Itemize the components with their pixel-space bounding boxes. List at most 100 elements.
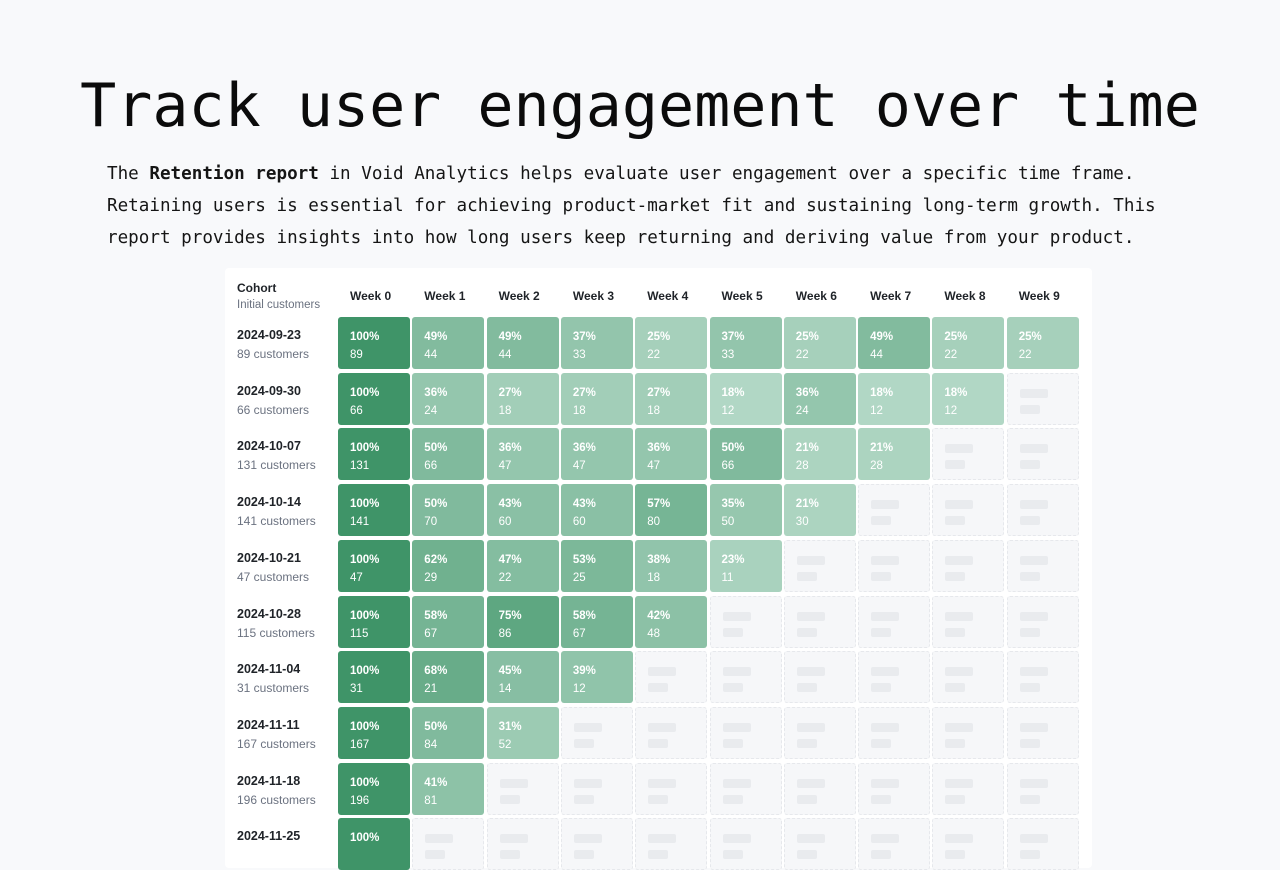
retention-cell: 38% 18: [635, 539, 708, 592]
retention-percent: 100%: [350, 720, 380, 733]
placeholder-bar: [1019, 834, 1048, 844]
cohort-date: 2024-09-30: [237, 383, 301, 398]
placeholder-bar: [945, 627, 966, 637]
empty-retention-cell: [635, 762, 708, 815]
cohort-row-label: 2024-11-04 31 customers: [237, 661, 309, 697]
retention-percent: 25%: [795, 331, 819, 343]
cohort-customers: 89 customers: [237, 347, 310, 361]
empty-retention-cell: [709, 818, 782, 870]
placeholder-bar: [1019, 794, 1040, 804]
placeholder-bar: [722, 738, 743, 748]
placeholder-bar: [425, 850, 446, 860]
placeholder-bar: [871, 834, 900, 844]
retention-percent: 37%: [572, 331, 596, 343]
retention-count: 18: [647, 571, 660, 584]
cohort-date: 2024-11-18: [237, 773, 301, 788]
retention-count: 67: [424, 627, 438, 640]
retention-cell: 27% 18: [560, 372, 633, 425]
retention-cell: 25% 22: [783, 317, 856, 369]
retention-cell: 50% 66: [412, 428, 485, 481]
retention-percent: 21%: [795, 442, 819, 455]
cohort-date: 2024-11-04: [237, 662, 301, 677]
page-title: Track user engagement over time: [80, 71, 1200, 141]
retention-cell: 42% 48: [635, 595, 708, 648]
retention-percent: 58%: [572, 609, 596, 622]
empty-retention-cell: [1006, 706, 1079, 759]
placeholder-bar: [871, 667, 900, 677]
retention-cell: 100% 89: [338, 317, 410, 369]
placeholder-bar: [722, 627, 743, 637]
retention-count: 67: [572, 627, 586, 640]
placeholder-bar: [796, 627, 817, 637]
empty-retention-cell: [1006, 539, 1079, 592]
retention-cell: 100% 66: [338, 372, 410, 425]
placeholder-bar: [1019, 722, 1048, 732]
retention-cell: 23% 11: [709, 539, 782, 592]
retention-percent: 50%: [424, 720, 448, 733]
placeholder-bar: [871, 738, 892, 748]
placeholder-bar: [945, 444, 974, 454]
retention-percent: 57%: [647, 498, 671, 511]
week-header-4: Week 4: [647, 289, 689, 303]
placeholder-bar: [499, 834, 528, 844]
intro-line-1: The Retention report in Void Analytics h…: [107, 158, 1227, 190]
retention-percent: 37%: [721, 331, 745, 343]
placeholder-bar: [573, 778, 602, 788]
retention-percent: 100%: [350, 665, 380, 678]
placeholder-bar: [1019, 667, 1048, 677]
retention-cell: 45% 14: [486, 651, 559, 704]
placeholder-bar: [945, 722, 974, 732]
retention-count: 141: [350, 516, 370, 529]
retention-percent: 25%: [944, 331, 968, 343]
placeholder-bar: [796, 722, 825, 732]
retention-percent: 100%: [350, 609, 380, 622]
placeholder-bar: [648, 667, 677, 677]
placeholder-bar: [648, 834, 677, 844]
placeholder-bar: [871, 555, 900, 565]
retention-percent: 42%: [647, 609, 671, 622]
empty-retention-cell: [1006, 818, 1079, 870]
retention-percent: 100%: [350, 331, 380, 343]
placeholder-bar: [573, 722, 602, 732]
empty-retention-cell: [783, 651, 856, 704]
empty-retention-cell: [560, 706, 633, 759]
placeholder-bar: [945, 611, 974, 621]
retention-count: 12: [944, 404, 958, 417]
retention-count: 28: [870, 460, 883, 473]
placeholder-bar: [871, 571, 892, 581]
empty-retention-cell: [1006, 762, 1079, 815]
placeholder-bar: [945, 778, 974, 788]
retention-percent: 75%: [498, 609, 522, 622]
retention-cell: 35% 50: [709, 484, 782, 537]
retention-count: 25: [572, 571, 586, 584]
retention-percent: 62%: [424, 553, 448, 566]
empty-retention-cell: [858, 818, 931, 870]
placeholder-bar: [573, 834, 602, 844]
intro-paragraph: The Retention report in Void Analytics h…: [107, 158, 1227, 254]
retention-cell: 68% 21: [412, 651, 485, 704]
retention-count: 47: [572, 460, 586, 473]
placeholder-bar: [1019, 611, 1048, 621]
retention-count: 52: [498, 738, 512, 751]
placeholder-bar: [648, 778, 677, 788]
retention-count: 66: [721, 460, 735, 473]
retention-count: 18: [647, 404, 660, 417]
empty-retention-cell: [486, 762, 559, 815]
placeholder-bar: [945, 834, 974, 844]
retention-percent: 27%: [572, 386, 596, 399]
retention-percent: 50%: [424, 442, 448, 455]
retention-count: 80: [647, 516, 660, 529]
retention-cell: 18% 12: [858, 372, 931, 425]
placeholder-bar: [1019, 555, 1048, 565]
placeholder-bar: [648, 722, 677, 732]
retention-count: 196: [350, 794, 370, 807]
retention-percent: 18%: [944, 386, 968, 399]
empty-retention-cell: [932, 706, 1005, 759]
empty-retention-cell: [635, 651, 708, 704]
retention-cell: 41% 81: [412, 762, 485, 815]
placeholder-bar: [1019, 778, 1048, 788]
retention-cell: 25% 22: [1006, 317, 1079, 369]
retention-count: 22: [1018, 349, 1032, 361]
retention-cell: 18% 12: [709, 372, 782, 425]
retention-count: 48: [647, 627, 660, 640]
